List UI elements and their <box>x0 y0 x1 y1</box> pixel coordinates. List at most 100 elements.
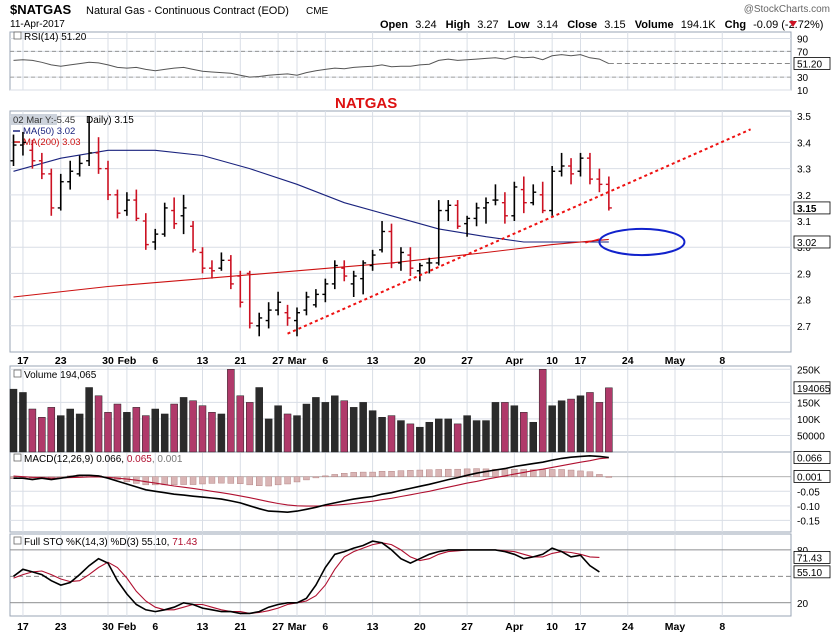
macd-histogram-bar <box>208 476 216 484</box>
volume-bar <box>142 415 150 453</box>
ohlc-bar <box>454 200 461 229</box>
ohlc-bar <box>95 137 102 174</box>
x-tick-label: 23 <box>55 355 67 367</box>
volume-bar <box>9 388 18 453</box>
macd-histogram-bar <box>567 469 575 477</box>
macd-histogram-bar <box>142 476 150 486</box>
volume-bar <box>104 412 112 453</box>
ohlc-bar <box>568 158 575 185</box>
ohlc-bar <box>605 176 612 211</box>
bottom-x-tick-label: Apr <box>505 621 523 633</box>
price-y-tick-label: 3.0 <box>797 243 811 254</box>
chart-name: Natural Gas - Continuous Contract (EOD) <box>86 5 289 17</box>
macd-histogram-bar <box>237 476 244 484</box>
volume-bar <box>312 397 320 453</box>
ohlc-bar <box>322 278 329 303</box>
volume-bar <box>378 417 386 453</box>
volume-bar <box>576 395 585 453</box>
volume-bar <box>387 415 396 453</box>
x-tick-label: 21 <box>234 355 246 367</box>
macd-histogram-bar <box>586 471 594 477</box>
volume-bar <box>151 408 159 453</box>
price-value-flag-label: 3.02 <box>797 238 817 249</box>
macd-signal-line <box>13 457 609 507</box>
volume-bar <box>491 402 500 453</box>
ohlc-bar <box>483 197 489 224</box>
volume-bar <box>482 420 490 453</box>
price-value-flag <box>793 235 831 249</box>
ohlc-bar <box>360 260 367 295</box>
macd-histogram-bar <box>322 475 329 478</box>
bottom-x-tick-label: 23 <box>55 621 67 633</box>
macd-histogram-bar <box>331 474 338 477</box>
close-label: Close <box>567 19 597 31</box>
rsi-y-tick-label: 30 <box>797 73 809 84</box>
volume-bar <box>529 421 537 453</box>
sto-label-d: 71.43 <box>172 537 197 548</box>
volume-value-flag <box>793 381 831 395</box>
sto-y-tick-label: 20 <box>797 599 809 610</box>
down-arrow-icon <box>789 21 797 27</box>
volume-bar <box>217 413 226 453</box>
volume-bar <box>548 405 556 453</box>
ohlc-bar <box>227 255 234 290</box>
macd-histogram-bar <box>605 476 613 478</box>
volume-y-tick-label: 150K <box>797 398 821 409</box>
macd-histogram-bar <box>161 476 168 486</box>
volume-bar <box>538 369 547 453</box>
ellipse-pointer <box>585 238 600 244</box>
macd-label-signal: 0.065 <box>127 454 152 465</box>
macd-histogram-bar <box>388 471 395 477</box>
volume-bar <box>255 387 263 453</box>
ohlc-bar <box>246 270 253 329</box>
volume-bar <box>557 400 566 453</box>
ohlc-bar <box>501 192 508 224</box>
ohlc-bar <box>530 184 537 206</box>
macd-histogram-bar <box>227 476 235 484</box>
bottom-x-tick-label: 24 <box>622 621 634 633</box>
x-tick-label: Apr <box>505 355 523 367</box>
price-value-flag <box>793 201 831 215</box>
bottom-x-tick-label: 20 <box>414 621 426 633</box>
volume-bar <box>595 402 604 453</box>
macd-histogram-bar <box>256 476 263 486</box>
volume-value-flag-label: 194065 <box>797 384 831 395</box>
volume-bar <box>198 405 207 453</box>
low-value: 3.14 <box>537 19 558 31</box>
chart-symbol: $NATGAS <box>10 2 71 17</box>
volume-bar <box>19 392 27 453</box>
ohlc-bar <box>133 189 140 222</box>
macd-line <box>13 454 609 514</box>
macd-legend-square <box>13 453 22 462</box>
price-y-tick-label: 3.5 <box>797 112 811 123</box>
ohlc-bar <box>199 247 206 274</box>
rsi-y-tick-label: 90 <box>797 34 809 45</box>
macd-histogram-bar <box>577 470 584 477</box>
bottom-x-tick-label: 8 <box>719 621 725 633</box>
volume-bar <box>274 405 282 453</box>
volume-bar <box>453 423 462 453</box>
x-tick-label: 13 <box>197 355 209 367</box>
x-tick-label: 8 <box>719 355 725 367</box>
volume-bar <box>510 405 519 453</box>
x-tick-label: 30 <box>102 355 114 367</box>
macd-histogram-bar <box>180 476 187 485</box>
ohlc-bar <box>57 173 64 211</box>
x-tick-label: 13 <box>367 355 379 367</box>
macd-y-tick-label: -0.05 <box>797 487 820 498</box>
macd-histogram-bar <box>189 476 197 485</box>
ohlc-bar <box>86 116 93 167</box>
ohlc-bar <box>369 249 376 271</box>
macd-histogram-bar <box>463 468 471 477</box>
macd-label: MACD(12,26,9) 0.066, 0.065, 0.001 <box>24 454 183 465</box>
ohlc-bar <box>105 160 111 201</box>
ohlc-bar <box>350 270 357 297</box>
macd-histogram-bar <box>454 468 461 477</box>
volume-value: 194.1K <box>681 19 717 31</box>
volume-bar <box>501 402 509 453</box>
volume-bar <box>208 412 216 453</box>
volume-bar <box>283 413 292 453</box>
price-y-tick-label: 3.1 <box>797 217 811 228</box>
volume-bar <box>302 403 311 453</box>
bottom-x-tick-label: May <box>665 621 686 633</box>
